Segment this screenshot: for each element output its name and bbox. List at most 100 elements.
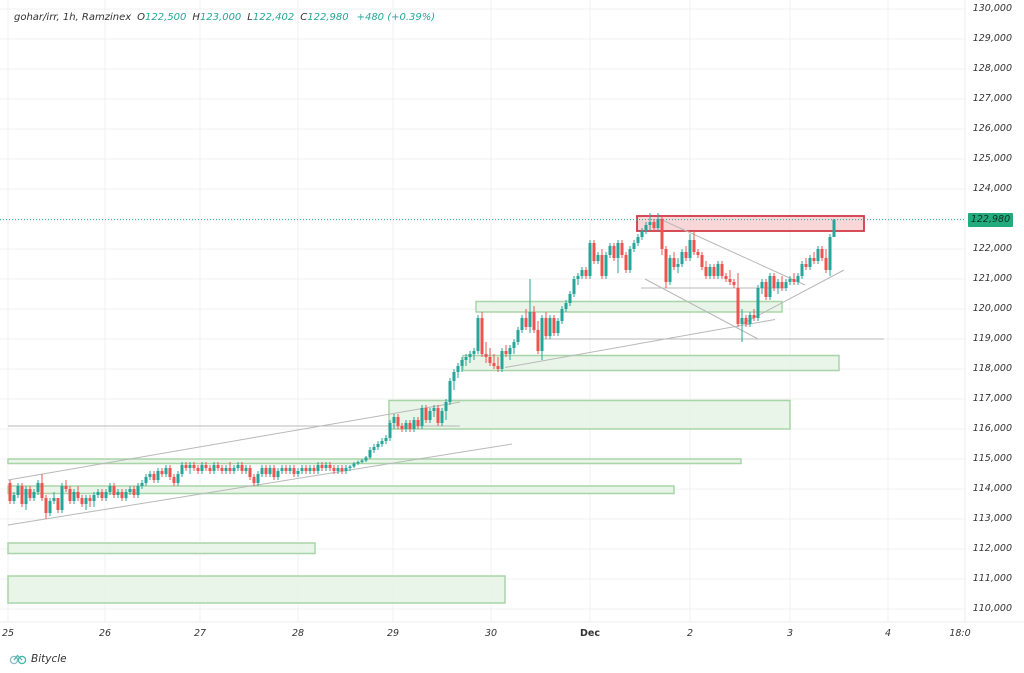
candle — [324, 465, 328, 468]
candle — [8, 483, 12, 501]
time-tick-label: 3 — [786, 628, 794, 639]
candle — [432, 408, 436, 411]
candle — [180, 465, 184, 474]
support-zone[interactable] — [7, 485, 675, 495]
trendline[interactable] — [7, 443, 513, 526]
candle — [772, 276, 776, 288]
candle — [128, 489, 132, 492]
candle — [552, 318, 556, 333]
candle — [384, 438, 388, 441]
candle — [468, 354, 472, 357]
candle — [344, 468, 348, 471]
candle — [816, 249, 820, 261]
trendline[interactable] — [659, 218, 806, 286]
price-tick-label: 111,000 — [972, 573, 1012, 584]
candle — [636, 237, 640, 243]
trendline[interactable] — [504, 319, 776, 368]
candle — [304, 468, 308, 471]
candle — [116, 492, 120, 495]
high-label: H — [192, 12, 200, 23]
candle — [572, 279, 576, 294]
candle — [808, 258, 812, 267]
candle — [576, 276, 580, 279]
candle — [124, 492, 128, 498]
price-tick-label: 127,000 — [972, 93, 1012, 104]
price-tick-label: 129,000 — [972, 33, 1012, 44]
candle — [436, 408, 440, 423]
support-zone[interactable] — [462, 354, 840, 372]
price-tick-label: 125,000 — [972, 153, 1012, 164]
candle — [664, 249, 668, 282]
candle — [696, 252, 700, 255]
candle — [136, 486, 140, 495]
candle — [36, 483, 40, 492]
candle — [592, 243, 596, 261]
support-zone[interactable] — [7, 575, 506, 604]
candle — [312, 468, 316, 471]
price-tick-label: 121,000 — [972, 273, 1012, 284]
candle — [412, 420, 416, 429]
candle — [684, 252, 688, 258]
trendline[interactable] — [7, 401, 461, 481]
high-value: 123,000 — [199, 12, 242, 23]
candle — [88, 498, 92, 501]
candle — [400, 426, 404, 429]
candle — [604, 255, 608, 276]
price-tick-label: 115,000 — [972, 453, 1012, 464]
candle — [44, 498, 48, 513]
bitycle-logo-icon — [9, 653, 27, 665]
candle — [276, 471, 280, 477]
candle — [240, 465, 244, 471]
candle — [560, 309, 564, 321]
candle — [152, 474, 156, 480]
trendline[interactable] — [644, 278, 759, 340]
time-tick-label: 30 — [484, 628, 498, 639]
brand-name: Bitycle — [31, 653, 67, 665]
low-label: L — [247, 12, 253, 23]
candle — [628, 249, 632, 270]
candle — [528, 312, 532, 327]
candle — [736, 288, 740, 324]
candle — [496, 366, 500, 369]
symbol-info: gohar/irr, 1h, Ramzinex — [14, 12, 132, 23]
candle — [720, 264, 724, 276]
zones — [7, 215, 865, 604]
candle — [424, 408, 428, 420]
candle — [728, 279, 732, 282]
candle — [224, 468, 228, 471]
candle — [832, 219, 836, 237]
candle — [540, 318, 544, 351]
support-zone[interactable] — [388, 399, 791, 430]
candle — [68, 489, 72, 501]
support-zone[interactable] — [7, 542, 316, 555]
price-tick-label: 126,000 — [972, 123, 1012, 134]
candle — [184, 465, 188, 468]
candle — [92, 495, 96, 501]
candle — [296, 471, 300, 474]
candle — [600, 255, 604, 276]
price-chart[interactable] — [0, 0, 1024, 650]
candle — [532, 312, 536, 330]
candle — [144, 477, 148, 483]
candle — [452, 372, 456, 381]
support-zone[interactable] — [475, 300, 783, 313]
candle — [492, 363, 496, 366]
candle — [212, 465, 216, 471]
candle — [204, 465, 208, 468]
candle — [512, 342, 516, 348]
candle — [656, 219, 660, 228]
candle — [508, 348, 512, 354]
candle — [236, 465, 240, 468]
candle — [812, 258, 816, 261]
candle — [192, 465, 196, 468]
support-zone[interactable] — [7, 458, 742, 465]
candle — [40, 483, 44, 498]
open-value: 122,500 — [145, 12, 187, 23]
brand-watermark: Bitycle — [9, 653, 67, 665]
candle — [232, 468, 236, 471]
candle — [156, 471, 160, 480]
candle — [764, 282, 768, 297]
candle — [632, 243, 636, 249]
symbol-legend: gohar/irr, 1h, Ramzinex O122,500 H123,000 L… — [14, 12, 435, 23]
candle — [784, 282, 788, 288]
